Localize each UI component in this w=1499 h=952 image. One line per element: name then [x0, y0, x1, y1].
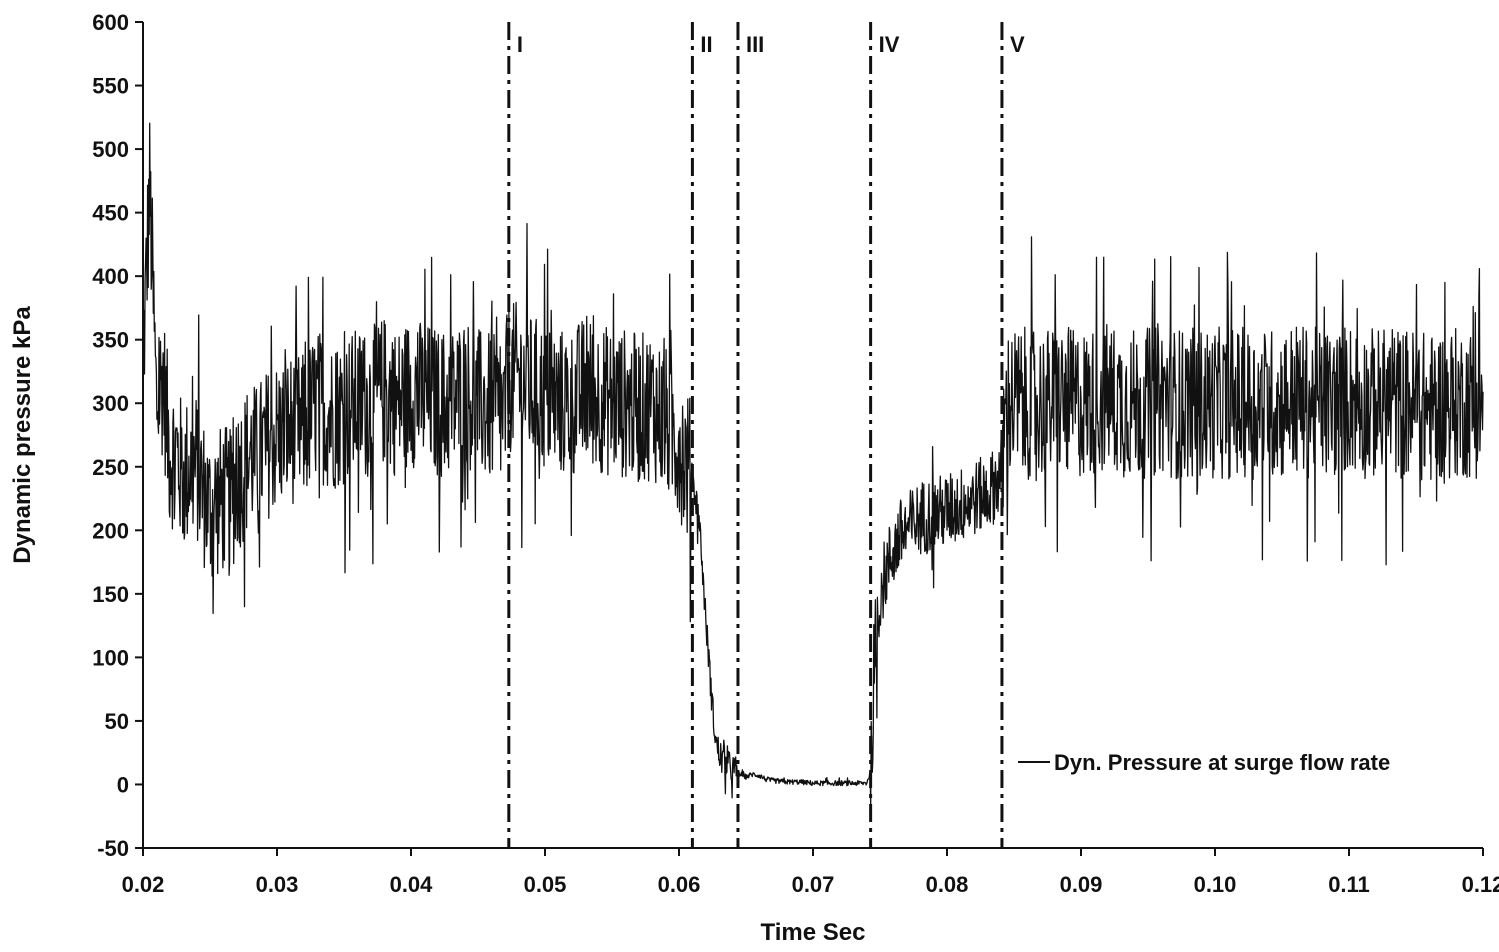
x-tick-label: 0.06 — [658, 872, 701, 897]
y-tick-label: 250 — [92, 455, 129, 480]
y-tick-label: 400 — [92, 264, 129, 289]
ticks: -50 0 50 100 150 200 250 300 350 400 450 500 550 600 0… — [92, 10, 1499, 897]
y-tick-label: 350 — [92, 328, 129, 353]
x-tick-label: 0.10 — [1194, 872, 1237, 897]
x-tick-label: 0.11 — [1328, 872, 1370, 897]
x-axis-title: Time Sec — [761, 919, 866, 946]
legend-label: Dyn. Pressure at surge flow rate — [1054, 750, 1390, 775]
region-label: III — [746, 32, 764, 57]
region-lines: I II III IV V — [507, 22, 1025, 848]
x-tick-label: 0.03 — [256, 872, 299, 897]
y-axis-title: Dynamic pressure kPa — [9, 306, 36, 564]
x-tick-label: 0.09 — [1060, 872, 1103, 897]
x-tick-label: 0.07 — [792, 872, 835, 897]
y-tick-label: 450 — [92, 201, 129, 226]
region-label: II — [700, 32, 712, 57]
region-label: I — [517, 32, 523, 57]
y-tick-label: 600 — [92, 10, 129, 35]
y-tick-label: 150 — [92, 582, 129, 607]
region-label: IV — [879, 32, 900, 57]
x-tick-label: 0.04 — [390, 872, 434, 897]
y-tick-label: 100 — [92, 645, 129, 670]
y-tick-label: 500 — [92, 137, 129, 162]
x-tick-label: 0.02 — [122, 872, 165, 897]
y-tick-label: 50 — [105, 709, 129, 734]
y-tick-label: 300 — [92, 391, 129, 416]
region-label: V — [1010, 32, 1025, 57]
series-layer — [142, 122, 1484, 808]
y-tick-label: -50 — [97, 836, 129, 861]
y-tick-label: 200 — [92, 518, 129, 543]
y-tick-label: 550 — [92, 74, 129, 99]
x-tick-label: 0.05 — [524, 872, 567, 897]
x-tick-label: 0.12 — [1462, 872, 1499, 897]
x-tick-label: 0.08 — [926, 872, 969, 897]
y-tick-label: 0 — [117, 772, 129, 797]
series-line — [142, 122, 1484, 808]
legend: Dyn. Pressure at surge flow rate — [1018, 750, 1390, 775]
